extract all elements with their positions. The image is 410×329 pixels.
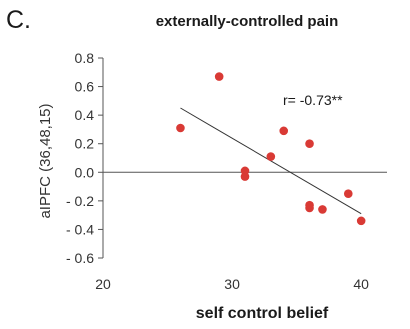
y-ticks: - 0.6 - 0.4 - 0.2 0.0 0.2 0.4 0.6 0.8 bbox=[66, 50, 103, 266]
chart-title: externally-controlled pain bbox=[156, 13, 339, 30]
x-tick-label: 40 bbox=[353, 276, 369, 292]
data-point bbox=[318, 205, 327, 214]
x-axis-label: self control belief bbox=[196, 305, 329, 322]
y-tick-label: - 0.2 bbox=[66, 193, 94, 209]
data-point bbox=[305, 139, 314, 149]
y-tick-label: 0.6 bbox=[75, 79, 95, 95]
data-point bbox=[266, 152, 276, 161]
y-tick-label: 0.4 bbox=[75, 107, 95, 123]
y-tick-label: 0.0 bbox=[75, 164, 95, 180]
panel-label: C. bbox=[6, 6, 31, 34]
data-point bbox=[176, 123, 185, 133]
y-tick-label: 0.2 bbox=[75, 136, 95, 152]
correlation-annotation: r= -0.73** bbox=[283, 92, 343, 108]
data-point bbox=[214, 72, 224, 81]
data-point bbox=[305, 203, 314, 213]
y-tick-label: 0.8 bbox=[75, 50, 95, 66]
data-point bbox=[240, 172, 250, 181]
y-tick-label: - 0.6 bbox=[66, 250, 94, 266]
x-ticks: 20 30 40 bbox=[95, 276, 369, 292]
data-points bbox=[176, 72, 366, 226]
x-tick-label: 20 bbox=[95, 276, 111, 292]
data-point bbox=[279, 126, 289, 136]
y-axis-label: aIPFC (36,48,15) bbox=[37, 103, 54, 218]
data-point bbox=[356, 216, 366, 226]
data-point bbox=[343, 189, 353, 199]
x-tick-label: 30 bbox=[224, 276, 240, 292]
y-tick-label: - 0.4 bbox=[66, 221, 94, 237]
